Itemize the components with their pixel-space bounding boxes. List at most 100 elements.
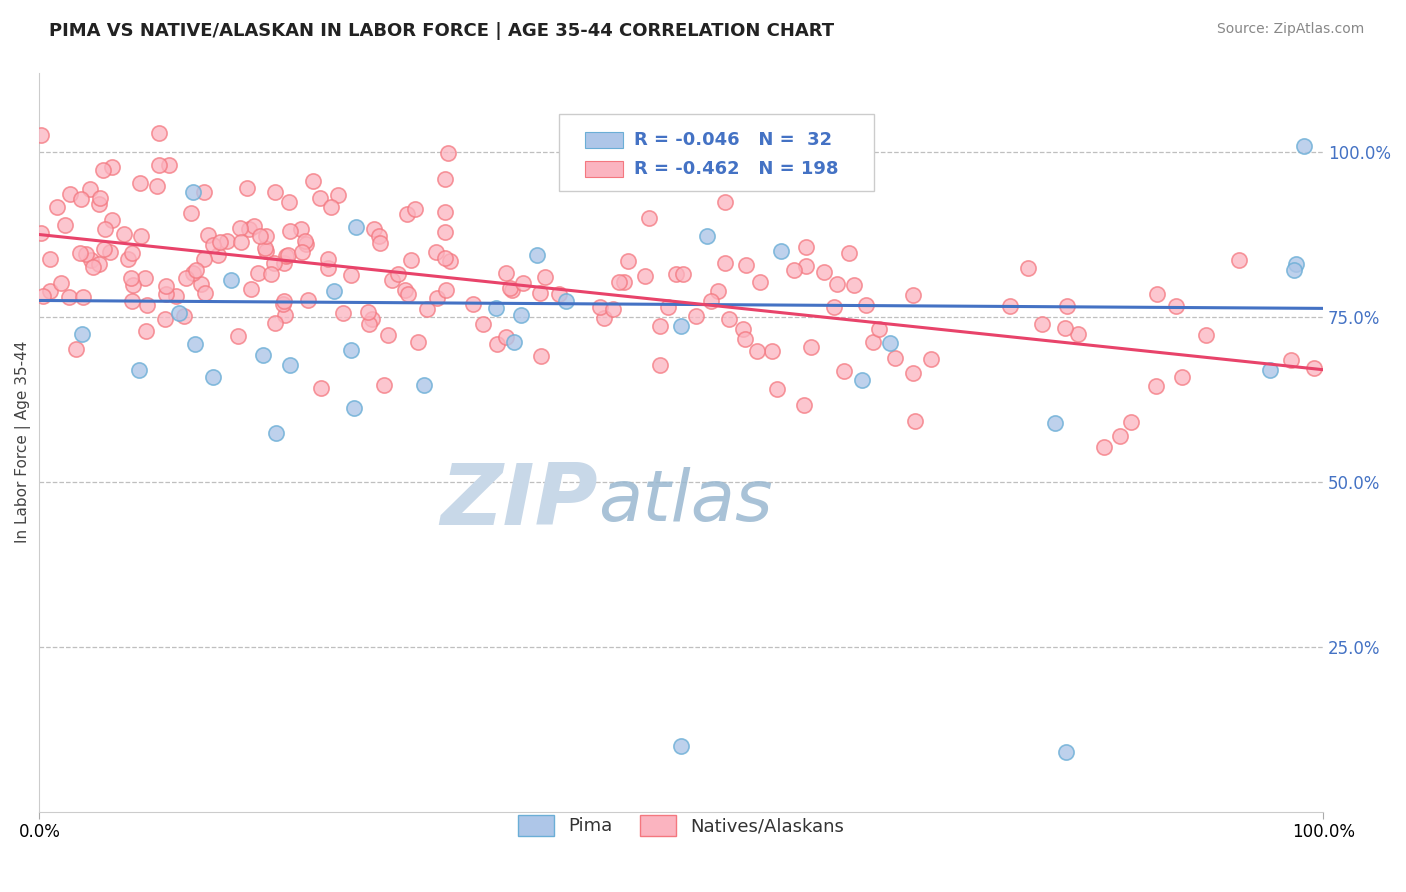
- Point: [433, 225, 456, 239]
- Point: [274, 249, 297, 263]
- Point: [136, 298, 159, 312]
- Point: [273, 293, 295, 308]
- Point: [58, 291, 80, 305]
- Point: [209, 235, 232, 249]
- Point: [367, 229, 389, 244]
- Point: [309, 191, 332, 205]
- Point: [121, 293, 143, 308]
- Point: [290, 222, 312, 236]
- Text: R = -0.046   N =  32: R = -0.046 N = 32: [634, 131, 832, 149]
- Point: [733, 322, 755, 336]
- Point: [82, 260, 104, 274]
- Point: [433, 252, 456, 266]
- Point: [825, 277, 848, 292]
- Point: [181, 267, 204, 281]
- Point: [93, 243, 115, 257]
- Point: [39, 285, 62, 299]
- Point: [184, 263, 207, 277]
- Point: [1227, 253, 1250, 268]
- Point: [648, 358, 671, 372]
- Point: [235, 181, 257, 195]
- Point: [219, 273, 242, 287]
- Point: [696, 229, 718, 244]
- Point: [273, 256, 295, 270]
- Point: [184, 337, 207, 351]
- Point: [180, 206, 202, 220]
- Point: [226, 329, 249, 343]
- Point: [274, 308, 297, 322]
- Text: ZIP: ZIP: [440, 460, 598, 543]
- Point: [249, 228, 271, 243]
- Point: [794, 240, 817, 254]
- Point: [323, 284, 346, 298]
- Point: [344, 219, 367, 234]
- Point: [229, 235, 252, 250]
- Point: [399, 253, 422, 268]
- Point: [271, 296, 294, 310]
- Point: [201, 237, 224, 252]
- Point: [381, 273, 404, 287]
- Point: [657, 300, 679, 314]
- Point: [633, 268, 655, 283]
- Bar: [585, 132, 623, 148]
- Point: [800, 340, 823, 354]
- Point: [72, 290, 94, 304]
- Point: [706, 285, 728, 299]
- Point: [183, 185, 205, 199]
- Point: [665, 268, 688, 282]
- Point: [823, 301, 845, 315]
- Point: [554, 293, 576, 308]
- Point: [495, 266, 517, 280]
- Point: [503, 334, 526, 349]
- Point: [745, 344, 768, 359]
- Point: [533, 269, 555, 284]
- Point: [294, 235, 316, 249]
- Point: [38, 252, 60, 266]
- Point: [404, 202, 426, 217]
- Point: [685, 309, 707, 323]
- Point: [128, 176, 150, 190]
- Point: [79, 182, 101, 196]
- Point: [69, 192, 91, 206]
- Point: [749, 275, 772, 289]
- Point: [121, 246, 143, 260]
- Point: [165, 289, 187, 303]
- Point: [173, 309, 195, 323]
- Point: [31, 289, 53, 303]
- Point: [602, 301, 624, 316]
- Point: [278, 194, 301, 209]
- Point: [145, 179, 167, 194]
- Point: [316, 261, 339, 276]
- Point: [394, 284, 416, 298]
- Point: [1258, 362, 1281, 376]
- Point: [91, 162, 114, 177]
- Point: [434, 204, 457, 219]
- Point: [117, 252, 139, 266]
- Point: [433, 172, 456, 186]
- Point: [370, 236, 392, 251]
- Point: [197, 227, 219, 242]
- Point: [1282, 263, 1305, 277]
- Point: [1119, 415, 1142, 429]
- Point: [357, 304, 380, 318]
- Point: [387, 267, 409, 281]
- Point: [176, 270, 198, 285]
- Point: [589, 300, 612, 314]
- Point: [613, 275, 636, 289]
- Point: [862, 334, 884, 349]
- Point: [472, 317, 495, 331]
- Point: [901, 287, 924, 301]
- Point: [855, 298, 877, 312]
- Point: [671, 318, 693, 333]
- Point: [834, 364, 856, 378]
- Point: [434, 283, 457, 297]
- Point: [30, 128, 52, 143]
- Point: [148, 126, 170, 140]
- Point: [357, 317, 380, 331]
- Point: [794, 260, 817, 274]
- Point: [256, 244, 278, 259]
- Point: [548, 287, 571, 301]
- Text: atlas: atlas: [598, 467, 772, 536]
- Point: [30, 226, 52, 240]
- Point: [157, 158, 180, 172]
